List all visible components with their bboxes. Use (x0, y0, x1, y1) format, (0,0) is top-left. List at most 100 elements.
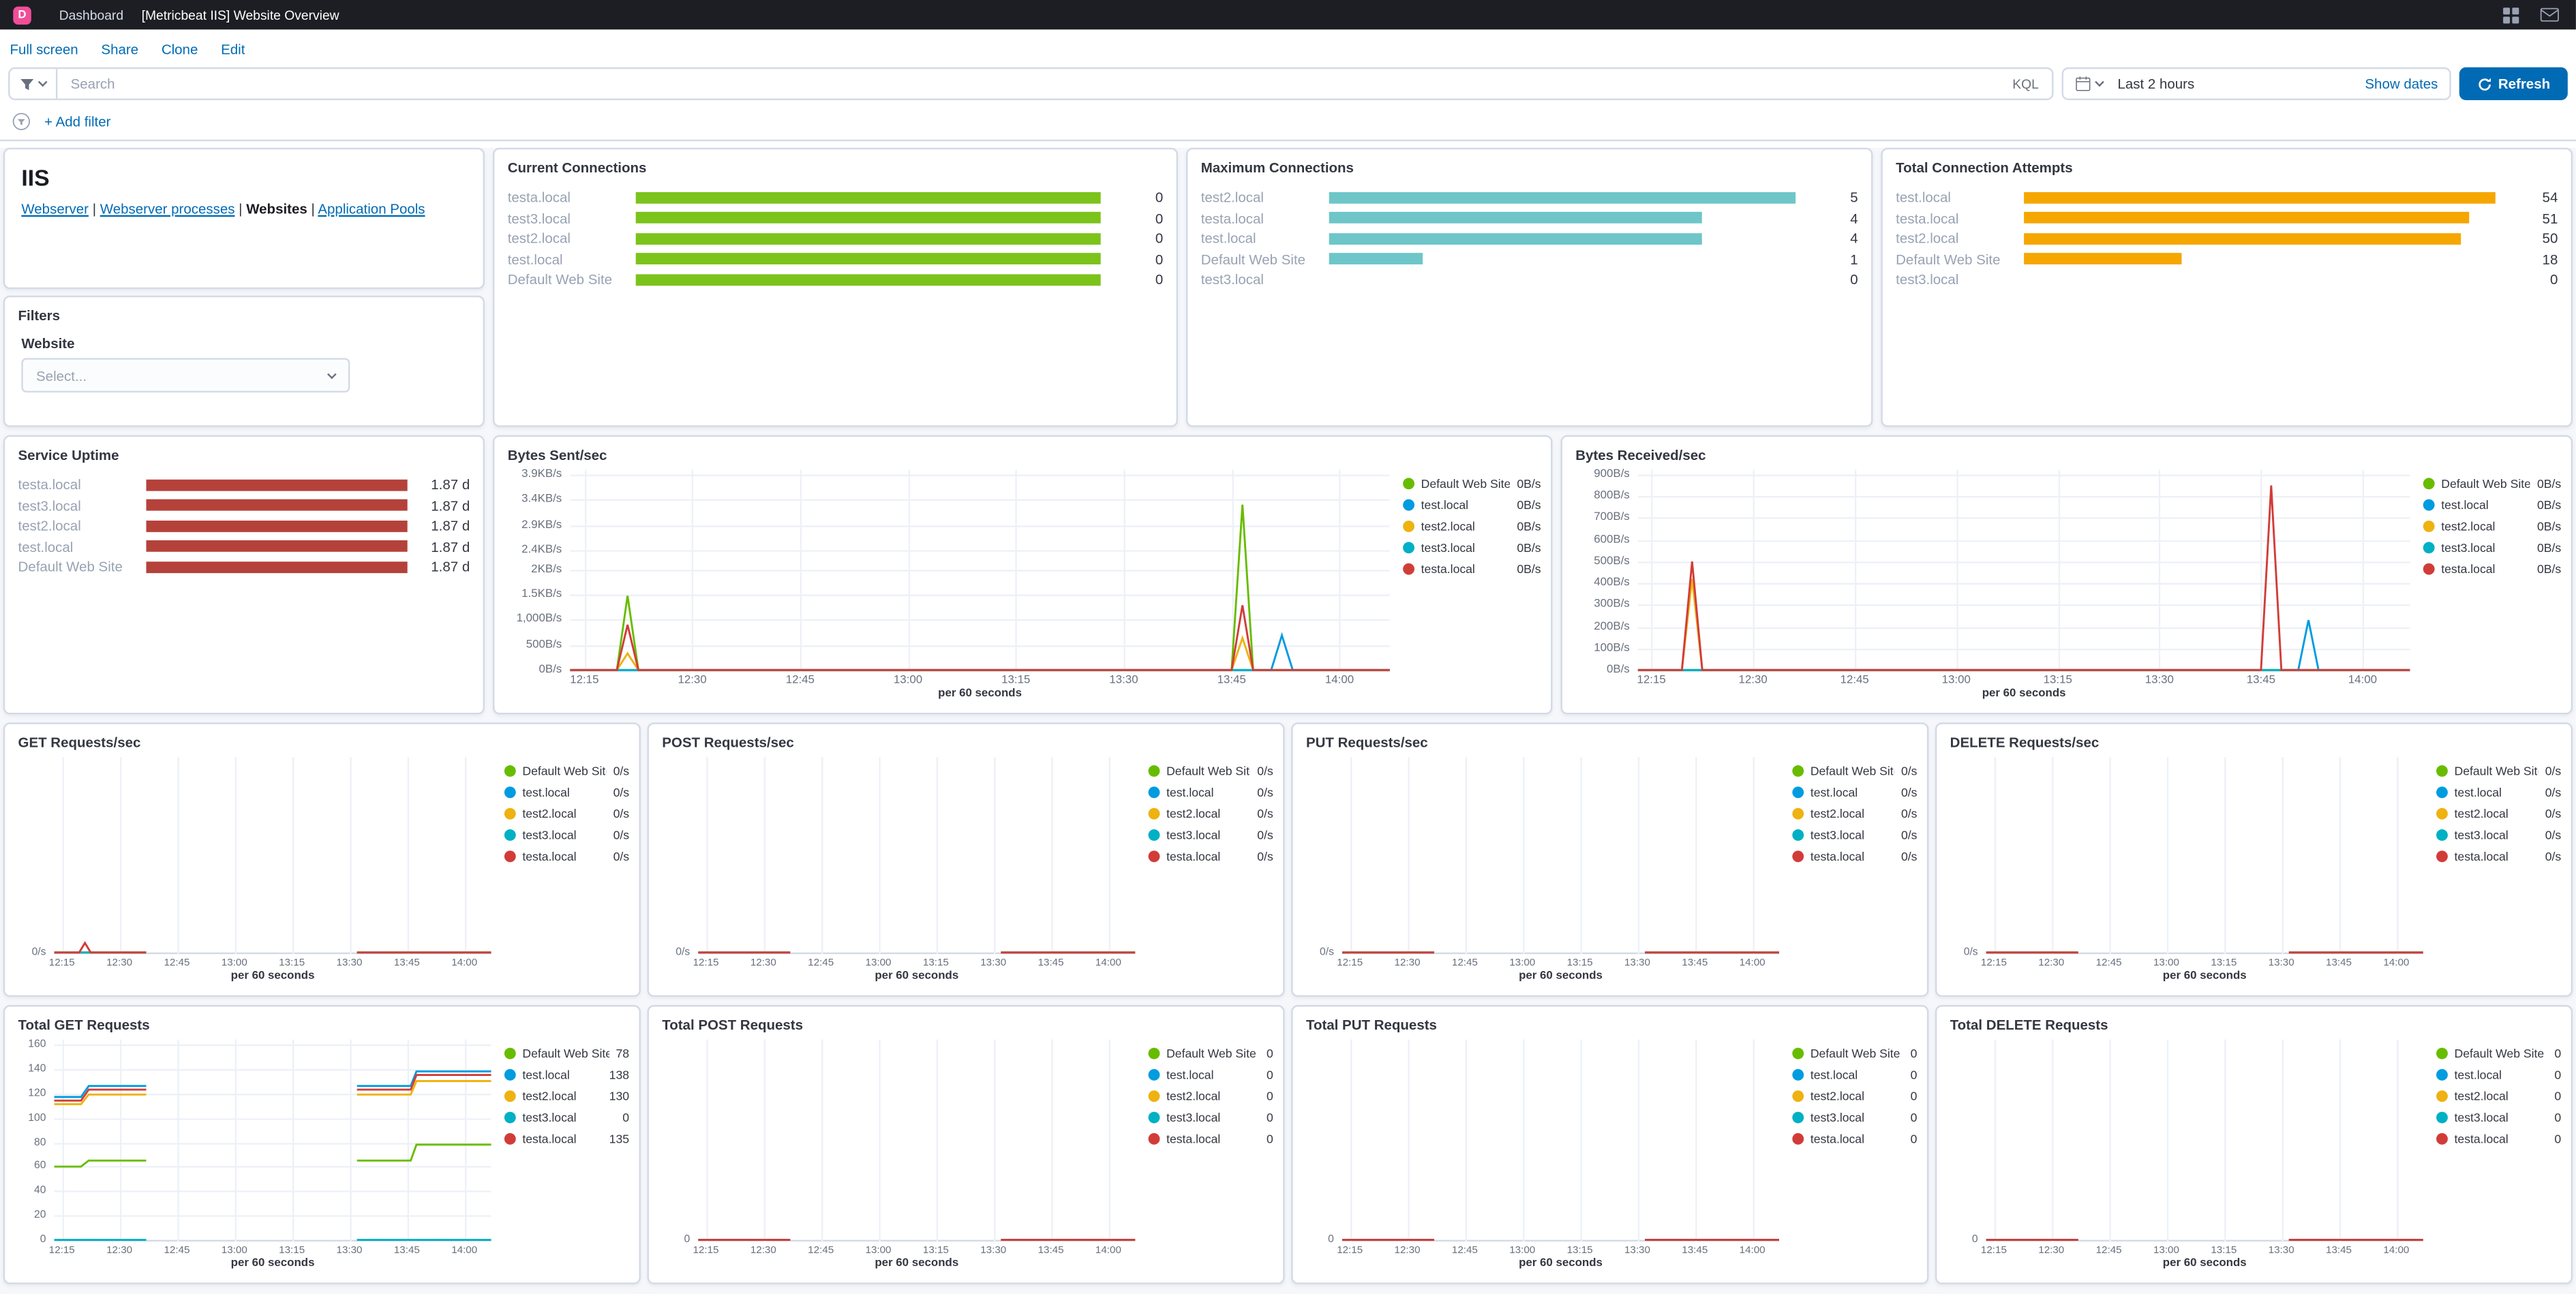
legend-item[interactable]: test2.local 0/s (1792, 803, 1917, 824)
iis-nav-application-pools[interactable]: Application Pools (318, 200, 425, 217)
legend-item[interactable]: test3.local 0/s (1792, 825, 1917, 846)
show-dates-link[interactable]: Show dates (2365, 75, 2438, 92)
bar-row[interactable]: test2.local 1.87 d (18, 516, 470, 536)
bar-row[interactable]: test.local 0 (508, 249, 1164, 269)
legend-item[interactable]: test3.local 0/s (2436, 825, 2561, 846)
legend-item[interactable]: test.local 138 (504, 1064, 629, 1085)
legend-item[interactable]: test.local 0B/s (2423, 494, 2561, 515)
add-filter-link[interactable]: + Add filter (44, 113, 111, 130)
bar-row[interactable]: test3.local 0 (1896, 269, 2558, 290)
legend-item[interactable]: test2.local 0/s (2436, 803, 2561, 824)
legend-item[interactable]: test2.local 0 (2436, 1085, 2561, 1107)
menu-share[interactable]: Share (101, 41, 139, 58)
x-tick-label: 13:30 (2268, 1244, 2294, 1257)
bar-row[interactable]: Default Web Site 1 (1201, 249, 1858, 269)
bar-row[interactable]: testa.local 0 (508, 187, 1164, 208)
legend-item[interactable]: test2.local 0B/s (1403, 516, 1541, 537)
legend-item[interactable]: test.local 0 (1148, 1064, 1273, 1085)
x-axis: 12:15 12:30 12:45 13:00 13:15 13:30 13:45 14:00 (1981, 1242, 2423, 1258)
breadcrumb-dashboard[interactable]: Dashboard (59, 7, 124, 22)
legend-item[interactable]: Default Web Site 0B/s (2423, 473, 2561, 494)
bar-row[interactable]: testa.local 1.87 d (18, 474, 470, 495)
legend-item[interactable]: test.local 0 (1792, 1064, 1917, 1085)
filter-icon[interactable] (12, 112, 31, 132)
bar-row[interactable]: Default Web Site 18 (1896, 249, 2558, 269)
grid-icon[interactable] (2502, 5, 2520, 24)
bar-row[interactable]: test.local 54 (1896, 187, 2558, 208)
legend-item[interactable]: testa.local 0 (2436, 1128, 2561, 1150)
iis-nav-websites[interactable]: Websites (246, 200, 307, 217)
bar-row[interactable]: testa.local 4 (1201, 208, 1858, 228)
calendar-icon[interactable] (2075, 76, 2104, 92)
iis-nav-webserver-processes[interactable]: Webserver processes (100, 200, 235, 217)
legend-item[interactable]: test.local 0B/s (1403, 494, 1541, 515)
time-range-value[interactable]: Last 2 hours (2117, 75, 2195, 92)
legend-item[interactable]: testa.local 0/s (2436, 846, 2561, 867)
legend-item[interactable]: Default Web Site 0 (1148, 1043, 1273, 1064)
bar-row[interactable]: testa.local 51 (1896, 208, 2558, 228)
kql-button[interactable]: KQL (2012, 76, 2039, 91)
legend-item[interactable]: test3.local 0 (1792, 1107, 1917, 1128)
bar-row[interactable]: Default Web Site 0 (508, 269, 1164, 290)
legend-item[interactable]: testa.local 0B/s (1403, 558, 1541, 579)
legend-item[interactable]: test.local 0 (2436, 1064, 2561, 1085)
legend-item[interactable]: Default Web Site 0/s (1148, 760, 1273, 782)
bar-row[interactable]: test3.local 1.87 d (18, 495, 470, 516)
legend-item[interactable]: test.local 0/s (2436, 782, 2561, 803)
legend-item[interactable]: testa.local 0B/s (2423, 558, 2561, 579)
mail-icon[interactable] (2540, 7, 2560, 23)
legend-item[interactable]: test2.local 130 (504, 1085, 629, 1107)
legend-item[interactable]: test3.local 0B/s (2423, 537, 2561, 558)
legend-item[interactable]: test2.local 0 (1792, 1085, 1917, 1107)
legend-item[interactable]: test.local 0/s (1148, 782, 1273, 803)
bar-row[interactable]: Default Web Site 1.87 d (18, 557, 470, 577)
legend-item[interactable]: testa.local 0/s (1792, 846, 1917, 867)
legend-item[interactable]: Default Web Site 0/s (1792, 760, 1917, 782)
search-bar[interactable]: Search KQL (8, 67, 2054, 101)
legend-item[interactable]: Default Web Site 0 (1792, 1043, 1917, 1064)
bar-row[interactable]: test3.local 0 (1201, 269, 1858, 290)
bar-row[interactable]: test2.local 0 (508, 228, 1164, 249)
legend-item[interactable]: test2.local 0 (1148, 1085, 1273, 1107)
legend-item[interactable]: test2.local 0B/s (2423, 516, 2561, 537)
bar-row[interactable]: test.local 1.87 d (18, 536, 470, 557)
space-avatar[interactable]: D (13, 5, 31, 24)
search-input[interactable]: Search (70, 75, 115, 92)
legend-item[interactable]: Default Web Site 0B/s (1403, 473, 1541, 494)
website-select[interactable]: Select... (21, 358, 350, 392)
legend-item[interactable]: testa.local 0/s (1148, 846, 1273, 867)
legend-item[interactable]: test.local 0/s (1792, 782, 1917, 803)
legend-item[interactable]: test3.local 0 (504, 1107, 629, 1128)
legend-item[interactable]: test3.local 0/s (504, 825, 629, 846)
bar-row[interactable]: test2.local 5 (1201, 187, 1858, 208)
legend-item[interactable]: test.local 0/s (504, 782, 629, 803)
legend-item[interactable]: test3.local 0 (1148, 1107, 1273, 1128)
legend-dot (1148, 807, 1160, 820)
bar-row[interactable]: test.local 4 (1201, 228, 1858, 249)
legend-item[interactable]: test3.local 0 (2436, 1107, 2561, 1128)
refresh-button[interactable]: Refresh (2459, 67, 2568, 101)
legend-item[interactable]: Default Web Site 78 (504, 1043, 629, 1064)
legend-item[interactable]: Default Web Site 0/s (2436, 760, 2561, 782)
date-picker[interactable]: Last 2 hours Show dates (2061, 67, 2451, 101)
legend-item[interactable]: testa.local 135 (504, 1128, 629, 1150)
legend-item[interactable]: test3.local 0B/s (1403, 537, 1541, 558)
saved-query-button[interactable] (10, 69, 58, 99)
menu-edit[interactable]: Edit (221, 41, 245, 58)
bar-label: testa.local (1200, 209, 1264, 226)
iis-nav-webserver[interactable]: Webserver (21, 200, 89, 217)
plot-area (54, 1039, 491, 1242)
menu-full-screen[interactable]: Full screen (10, 41, 78, 58)
legend-item[interactable]: test2.local 0/s (504, 803, 629, 824)
legend-item[interactable]: testa.local 0/s (504, 846, 629, 867)
legend-item[interactable]: test2.local 0/s (1148, 803, 1273, 824)
menu-clone[interactable]: Clone (161, 41, 198, 58)
legend-item[interactable]: Default Web Site 0 (2436, 1043, 2561, 1064)
legend-item[interactable]: testa.local 0 (1148, 1128, 1273, 1150)
bar-row[interactable]: test3.local 0 (508, 208, 1164, 228)
legend-item[interactable]: Default Web Site 0/s (504, 760, 629, 782)
legend-item[interactable]: test3.local 0/s (1148, 825, 1273, 846)
panel-total-get-requests: Total GET Requests 160 140 120 100 80 60 40 20 0… (3, 1004, 641, 1284)
bar-row[interactable]: test2.local 50 (1896, 228, 2558, 249)
legend-item[interactable]: testa.local 0 (1792, 1128, 1917, 1150)
